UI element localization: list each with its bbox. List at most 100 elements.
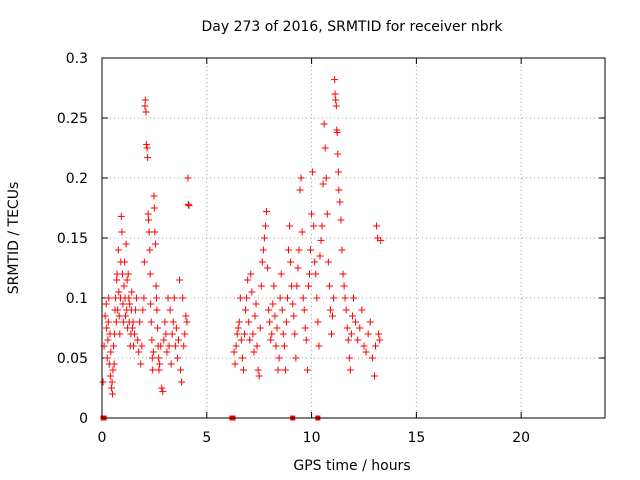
data-point: [375, 330, 383, 338]
data-point: [261, 222, 269, 230]
data-point: [246, 336, 254, 344]
data-point: [259, 246, 267, 254]
data-point: [362, 348, 370, 356]
data-point: [298, 228, 306, 236]
data-point: [342, 306, 350, 314]
data-point: [285, 246, 293, 254]
data-point: [169, 318, 177, 326]
data-point: [137, 360, 145, 368]
data-point: [173, 354, 181, 362]
data-point: [256, 324, 264, 332]
data-point: [118, 228, 126, 236]
data-point: [115, 288, 123, 296]
data-point: [269, 300, 277, 308]
x-tick-label: 0: [98, 430, 107, 446]
data-point: [273, 324, 281, 332]
data-point: [257, 282, 265, 290]
data-point: [354, 336, 362, 344]
data-point: [136, 318, 144, 326]
data-point: [360, 342, 368, 350]
data-point: [124, 270, 132, 278]
data-point: [134, 336, 142, 344]
data-point: [254, 366, 262, 374]
data-point: [309, 168, 317, 176]
data-point: [182, 312, 190, 320]
data-point: [321, 144, 329, 152]
data-point: [313, 294, 321, 302]
data-point: [330, 294, 338, 302]
chart-title: Day 273 of 2016, SRMTID for receiver nbr…: [201, 19, 503, 35]
data-point: [278, 306, 286, 314]
data-point: [329, 312, 337, 320]
data-point: [338, 246, 346, 254]
data-point: [332, 102, 340, 110]
data-point: [296, 186, 304, 194]
data-point: [341, 294, 349, 302]
data-point: [303, 366, 311, 374]
data-point: [120, 282, 128, 290]
data-point: [308, 210, 316, 218]
data-point: [247, 270, 255, 278]
data-point: [236, 294, 244, 302]
data-point: [286, 222, 294, 230]
data-points: [99, 76, 385, 421]
data-point: [322, 174, 330, 182]
data-point: [370, 372, 378, 380]
data-point: [148, 336, 156, 344]
data-point: [146, 270, 154, 278]
data-point: [119, 318, 127, 326]
data-point: [345, 354, 353, 362]
data-point: [333, 128, 341, 136]
data-point: [331, 76, 339, 84]
data-point: [234, 324, 242, 332]
data-point: [99, 378, 107, 386]
data-point: [104, 318, 112, 326]
data-point: [160, 336, 168, 344]
data-point: [149, 348, 157, 356]
data-point: [293, 282, 301, 290]
x-tick-label: 20: [512, 430, 530, 446]
data-point: [364, 330, 372, 338]
data-point: [307, 246, 315, 254]
data-point: [253, 342, 261, 350]
data-point: [289, 300, 297, 308]
data-point: [110, 342, 118, 350]
data-point: [319, 180, 327, 188]
data-point: [327, 330, 335, 338]
data-point: [271, 312, 279, 320]
data-point: [185, 202, 193, 210]
data-point: [314, 318, 322, 326]
data-point: [178, 378, 186, 386]
data-point: [125, 294, 133, 302]
data-point: [279, 330, 287, 338]
data-point: [310, 222, 318, 230]
data-point: [344, 336, 352, 344]
data-point: [347, 330, 355, 338]
data-point: [135, 348, 143, 356]
data-point: [366, 318, 374, 326]
data-point: [368, 354, 376, 362]
data-point: [130, 330, 138, 338]
data-point: [231, 360, 239, 368]
data-point: [155, 354, 163, 362]
data-point: [264, 264, 272, 272]
data-point: [154, 324, 162, 332]
data-point: [233, 330, 241, 338]
data-point: [132, 306, 140, 314]
data-point: [174, 336, 182, 344]
data-point: [148, 354, 156, 362]
data-point: [241, 330, 249, 338]
plot-frame: [101, 57, 606, 419]
data-point: [141, 102, 149, 110]
data-point: [337, 216, 345, 224]
data-point: [272, 342, 280, 350]
data-point: [158, 384, 166, 392]
data-point: [316, 252, 324, 260]
data-point: [109, 366, 117, 374]
data-point: [155, 366, 163, 374]
data-point: [176, 276, 184, 284]
data-point: [146, 246, 154, 254]
y-tick-label: 0.05: [57, 351, 88, 367]
data-point: [149, 366, 157, 374]
data-point: [122, 240, 130, 248]
